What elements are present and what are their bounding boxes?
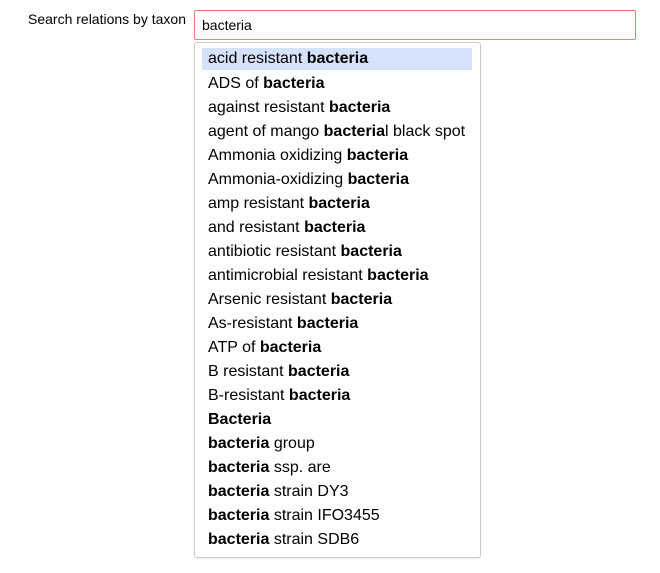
- suggestion-text: ssp. are: [269, 459, 331, 476]
- suggestion-text: B-resistant: [208, 387, 289, 404]
- suggestion-item[interactable]: ATP of bacteria: [202, 336, 472, 360]
- suggestion-item[interactable]: Bacteria: [202, 408, 472, 432]
- suggestion-text: acid resistant: [208, 50, 307, 67]
- suggestion-match-text: bacteria: [346, 147, 409, 164]
- suggestion-dropdown: acid resistant bacteria ADS of bacteria ag…: [194, 42, 481, 558]
- suggestion-match-text: bacteria: [323, 123, 386, 140]
- suggestion-text: Arsenic resistant: [208, 291, 331, 308]
- suggestion-text: ADS of: [208, 75, 264, 92]
- suggestion-match-text: bacteria: [308, 195, 370, 212]
- suggestion-item[interactable]: agent of mango bacterial black spot: [202, 120, 472, 144]
- suggestion-item[interactable]: against resistant bacteria: [202, 96, 472, 120]
- suggestion-match-text: bacteria: [306, 50, 369, 67]
- suggestion-text: against resistant: [208, 99, 329, 116]
- suggestion-match-text: bacteria: [208, 483, 270, 500]
- search-label: Search relations by taxon: [28, 11, 186, 27]
- suggestion-item[interactable]: bacteria strain DY3: [202, 480, 472, 504]
- suggestion-text: strain DY3: [269, 483, 349, 500]
- suggestion-item[interactable]: As-resistant bacteria: [202, 312, 472, 336]
- suggestion-match-text: bacteria: [259, 339, 322, 356]
- suggestion-item[interactable]: and resistant bacteria: [202, 216, 472, 240]
- suggestion-match-text: bacteria: [263, 75, 325, 92]
- suggestion-text: amp resistant: [208, 195, 309, 212]
- suggestion-text: strain SDB6: [269, 531, 360, 548]
- suggestion-match-text: bacteria: [347, 171, 409, 188]
- suggestion-text: Ammonia oxidizing: [208, 147, 347, 164]
- suggestion-text: agent of mango: [208, 123, 324, 140]
- suggestion-match-text: bacteria: [328, 99, 391, 116]
- suggestion-match-text: bacteria: [304, 219, 366, 236]
- suggestion-item[interactable]: amp resistant bacteria: [202, 192, 472, 216]
- suggestion-item[interactable]: acid resistant bacteria: [202, 48, 472, 70]
- suggestion-item[interactable]: B-resistant bacteria: [202, 384, 472, 408]
- suggestion-item[interactable]: antibiotic resistant bacteria: [202, 240, 472, 264]
- suggestion-match-text: bacteria: [367, 267, 429, 284]
- suggestion-item[interactable]: bacteria ssp. are: [202, 456, 472, 480]
- suggestion-match-text: Bacteria: [208, 411, 272, 428]
- suggestion-item[interactable]: Arsenic resistant bacteria: [202, 288, 472, 312]
- suggestion-match-text: bacteria: [330, 291, 393, 308]
- suggestion-match-text: bacteria: [288, 363, 350, 380]
- suggestion-text: Ammonia-oxidizing: [208, 171, 348, 188]
- suggestion-item[interactable]: B resistant bacteria: [202, 360, 472, 384]
- suggestion-text: l black spot: [385, 123, 466, 140]
- suggestion-item[interactable]: antimicrobial resistant bacteria: [202, 264, 472, 288]
- suggestion-match-text: bacteria: [208, 507, 270, 524]
- suggestion-match-text: bacteria: [296, 315, 359, 332]
- suggestion-text: antibiotic resistant: [208, 243, 341, 260]
- suggestion-match-text: bacteria: [208, 531, 270, 548]
- suggestion-match-text: bacteria: [208, 435, 270, 452]
- suggestion-item[interactable]: bacteria strain IFO3455: [202, 504, 472, 528]
- suggestion-match-text: bacteria: [288, 387, 351, 404]
- suggestion-text: antimicrobial resistant: [208, 267, 368, 284]
- suggestion-item[interactable]: bacteria strain SDB6: [202, 528, 472, 552]
- suggestion-item[interactable]: ADS of bacteria: [202, 72, 472, 96]
- suggestion-text: and resistant: [208, 219, 305, 236]
- suggestion-item[interactable]: Ammonia oxidizing bacteria: [202, 144, 472, 168]
- suggestion-item[interactable]: Ammonia-oxidizing bacteria: [202, 168, 472, 192]
- suggestion-text: As-resistant: [208, 315, 297, 332]
- suggestion-text: ATP of: [208, 339, 260, 356]
- search-input[interactable]: [194, 10, 636, 40]
- suggestion-text: B resistant: [208, 363, 289, 380]
- suggestion-text: strain IFO3455: [269, 507, 380, 524]
- suggestion-match-text: bacteria: [208, 459, 270, 476]
- suggestion-match-text: bacteria: [340, 243, 402, 260]
- suggestion-item[interactable]: bacteria group: [202, 432, 472, 456]
- suggestion-text: group: [269, 435, 315, 452]
